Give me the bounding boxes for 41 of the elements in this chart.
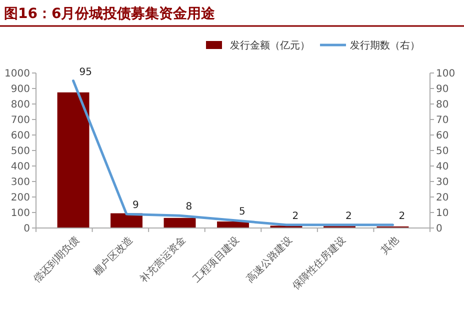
y-tick-label: 900 xyxy=(10,84,30,95)
y-tick-label: 500 xyxy=(10,146,30,157)
line-series xyxy=(72,80,394,226)
data-label: 2 xyxy=(345,210,352,222)
y2-tick-label: 50 xyxy=(436,146,449,157)
y-tick-label: 300 xyxy=(10,177,30,188)
y2-tick-label: 20 xyxy=(436,192,449,204)
y-tick-label: 200 xyxy=(10,192,30,204)
legend-label: 发行期数（右） xyxy=(350,40,420,52)
y2-tick-label: 70 xyxy=(436,115,449,126)
y2-tick-label: 100 xyxy=(436,68,456,80)
y2-tick-label: 30 xyxy=(436,177,449,188)
bar xyxy=(57,92,90,228)
bar xyxy=(164,218,196,228)
data-label: 9 xyxy=(132,200,139,212)
y-tick-label: 700 xyxy=(10,115,30,126)
x-tick-label: 其他 xyxy=(378,234,402,257)
legend-label: 发行金额（亿元） xyxy=(230,40,310,52)
x-tick-label: 偿还到期负债 xyxy=(30,234,82,286)
data-label: 2 xyxy=(398,210,406,222)
y2-tick-label: 40 xyxy=(436,162,449,172)
x-tick-label: 保障性住房建设 xyxy=(290,234,348,292)
data-label: 2 xyxy=(292,210,299,222)
chart-title: 图16：6月份城投债募集资金用途 xyxy=(4,6,216,22)
y-tick-label: 1000 xyxy=(4,68,30,80)
y-tick-label: 400 xyxy=(10,162,30,172)
y-tick-label: 600 xyxy=(10,130,30,142)
y-tick-label: 100 xyxy=(10,208,30,219)
y2-tick-label: 60 xyxy=(436,130,449,142)
x-tick-label: 工程项目建设 xyxy=(190,234,242,286)
y2-tick-label: 0 xyxy=(436,224,442,234)
data-label: 5 xyxy=(239,206,246,218)
x-tick-label: 棚户区改造 xyxy=(91,234,136,278)
y-tick-label: 800 xyxy=(10,100,30,110)
y2-tick-label: 80 xyxy=(436,100,449,110)
x-tick-label: 补充营运资金 xyxy=(137,234,188,286)
y2-tick-label: 10 xyxy=(436,208,449,219)
y-tick-label: 0 xyxy=(24,224,30,234)
y2-tick-label: 90 xyxy=(436,84,449,95)
data-label: 95 xyxy=(79,66,92,78)
data-label: 8 xyxy=(186,202,192,213)
